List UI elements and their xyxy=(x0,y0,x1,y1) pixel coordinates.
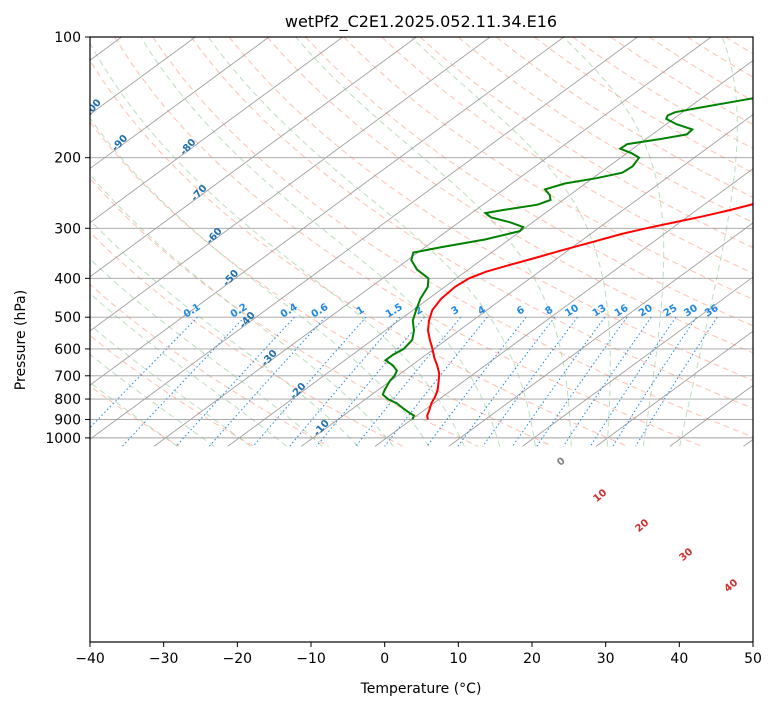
x-tick-label: −30 xyxy=(149,651,179,667)
mixing-ratio-line xyxy=(208,316,326,447)
y-tick-label: 800 xyxy=(54,392,81,408)
mixing-ratio-line xyxy=(90,316,198,429)
x-tick-label: 40 xyxy=(670,651,688,667)
isotherm xyxy=(90,37,491,332)
dry-adiabat xyxy=(90,231,404,447)
dry-adiabat xyxy=(190,37,753,409)
y-tick-label: 700 xyxy=(54,369,81,385)
x-tick-label: −40 xyxy=(75,651,105,667)
x-tick-label: 20 xyxy=(523,651,541,667)
chart-title: wetPf2_C2E1.2025.052.11.34.E16 xyxy=(285,12,557,32)
plot-grid xyxy=(90,37,753,447)
moist-adiabat xyxy=(90,173,394,447)
x-tick-label: 30 xyxy=(597,651,615,667)
mixing-ratio-line xyxy=(289,316,401,447)
y-tick-label: 300 xyxy=(54,221,81,237)
isotherm xyxy=(90,37,343,224)
mixing-ratio-label: 6 xyxy=(515,305,527,318)
y-axis-title: Pressure (hPa) xyxy=(13,290,29,390)
mixing-ratio-line xyxy=(562,316,652,447)
mixing-ratio-line xyxy=(536,316,628,447)
moist-adiabat xyxy=(90,258,323,447)
moist-adiabat xyxy=(90,324,251,447)
y-tick-label: 400 xyxy=(54,271,81,287)
y-tick-label: 1000 xyxy=(45,431,81,447)
isotherm xyxy=(90,37,565,386)
mixing-ratio-label: 4 xyxy=(476,305,488,318)
axis-ticks: −40 −30 −20 −10 0 10 20 30 40 50 100 200 300 400 500 60… xyxy=(45,30,762,667)
mixing-ratio-line xyxy=(589,316,677,447)
sounding-profiles xyxy=(381,97,753,420)
dry-adiabat xyxy=(228,37,753,381)
dry-adiabat xyxy=(457,37,753,223)
moist-adiabat xyxy=(562,37,665,447)
x-tick-label: −20 xyxy=(223,651,253,667)
dewpoint-profile xyxy=(381,97,753,420)
dry-adiabat xyxy=(90,177,479,447)
isotherm xyxy=(90,37,417,278)
moist-adiabat xyxy=(90,41,465,447)
mixing-ratio-label: 8 xyxy=(544,305,556,318)
x-tick-label: −10 xyxy=(296,651,326,667)
x-axis-title: Temperature (°C) xyxy=(360,681,482,697)
dry-adiabat xyxy=(90,121,554,447)
dry-adiabat xyxy=(343,37,753,300)
dry-adiabat xyxy=(381,37,753,274)
isotherm xyxy=(153,37,712,447)
isotherm xyxy=(522,276,753,447)
dry-adiabat xyxy=(419,37,753,249)
y-tick-label: 100 xyxy=(54,30,81,46)
isotherm xyxy=(595,330,753,447)
isotherm xyxy=(374,168,753,447)
y-tick-label: 600 xyxy=(54,342,81,358)
moist-adiabat xyxy=(207,37,536,447)
x-tick-label: 0 xyxy=(380,651,389,667)
isotherm xyxy=(90,37,270,170)
moist-adiabat xyxy=(295,37,572,447)
isotherm xyxy=(448,222,753,447)
mixing-ratio-line xyxy=(175,316,295,447)
moist-adiabat xyxy=(90,219,359,447)
isotherm xyxy=(90,37,638,440)
moist-adiabat xyxy=(140,37,501,447)
dry-adiabat xyxy=(90,334,255,447)
temperature-profile xyxy=(426,203,753,420)
dry-adiabat xyxy=(90,283,329,447)
x-tick-label: 10 xyxy=(449,651,467,667)
y-tick-label: 500 xyxy=(54,310,81,326)
mixing-ratio-label: 3 xyxy=(450,305,462,318)
mixing-ratio-label: 2 xyxy=(413,305,425,318)
y-tick-label: 900 xyxy=(54,413,81,429)
dry-adiabat xyxy=(90,385,180,447)
mixing-ratio-line xyxy=(482,316,578,447)
mixing-ratio-line xyxy=(426,316,527,447)
dry-adiabat xyxy=(90,59,628,447)
mixing-ratio-label: 1 xyxy=(355,305,367,318)
dry-adiabat xyxy=(305,37,753,327)
isotherm xyxy=(90,37,196,115)
mixing-ratio-line xyxy=(512,316,606,447)
mixing-ratio-line xyxy=(384,316,488,447)
mixing-ratio-line xyxy=(121,316,245,447)
moist-adiabat xyxy=(90,292,287,447)
x-tick-label: 50 xyxy=(744,651,762,667)
moist-adiabat xyxy=(90,117,430,447)
isotherm xyxy=(301,114,753,447)
moist-adiabat xyxy=(410,37,611,447)
dry-adiabat xyxy=(152,37,753,438)
mixing-ratio-line xyxy=(457,316,556,447)
plot-frame xyxy=(89,36,754,643)
dry-adiabat xyxy=(266,37,753,354)
isotherm xyxy=(227,59,753,447)
y-tick-label: 200 xyxy=(54,151,81,167)
